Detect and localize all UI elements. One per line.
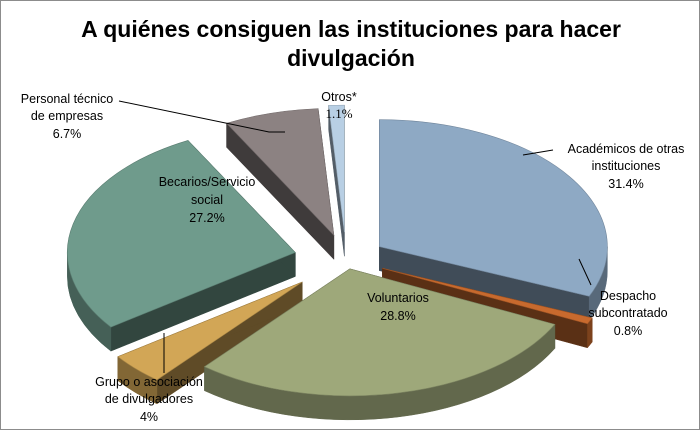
pie-slice-voluntarios — [203, 268, 556, 421]
label-becarios-line-2: social — [191, 193, 223, 207]
label-academicos-value: 31.4% — [608, 177, 643, 191]
label-otros-line-1: Otros* — [321, 90, 357, 104]
label-grupo-line-1: Grupo o asociación — [95, 375, 203, 389]
label-despacho-value: 0.8% — [614, 324, 643, 338]
label-despacho-line-1: Despacho — [600, 289, 656, 303]
label-becarios-value: 27.2% — [189, 211, 224, 225]
label-academicos-line-2: instituciones — [592, 159, 661, 173]
label-despacho-line-2: subcontratado — [588, 306, 667, 320]
leader-line-academicos — [522, 149, 554, 156]
label-grupo-line-2: de divulgadores — [105, 392, 193, 406]
pie-slices — [67, 104, 608, 421]
pie-slice-academicos — [379, 119, 608, 322]
label-becarios-line-1: Becarios/Servicio — [159, 175, 256, 189]
chart-title: A quiénes consiguen las instituciones pa… — [1, 15, 699, 73]
leader-line-despacho — [578, 258, 592, 286]
chart-title-line-1: A quiénes consiguen las instituciones pa… — [81, 16, 621, 42]
chart-title-line-2: divulgación — [287, 45, 415, 71]
label-personal-line-1: Personal técnico — [21, 92, 113, 106]
label-voluntarios-value: 28.8% — [380, 309, 415, 323]
pie-slice-personal — [225, 108, 335, 260]
label-voluntarios-line-1: Voluntarios — [367, 291, 429, 305]
label-personal-line-2: de empresas — [31, 109, 103, 123]
label-grupo-value: 4% — [140, 410, 158, 424]
label-academicos-line-1: Académicos de otras — [568, 142, 685, 156]
label-otros-value: 1.1% — [325, 106, 352, 121]
leader-line-personal — [118, 100, 285, 133]
pie-slice-otros — [328, 104, 345, 257]
pie-slice-becarios — [67, 139, 296, 352]
label-personal-value: 6.7% — [53, 127, 82, 141]
